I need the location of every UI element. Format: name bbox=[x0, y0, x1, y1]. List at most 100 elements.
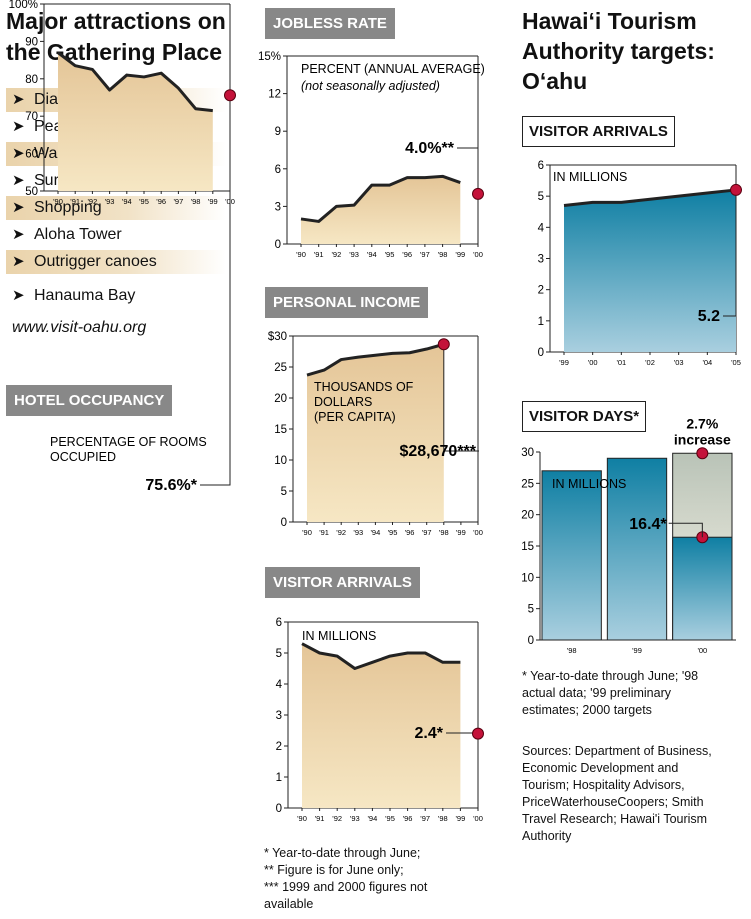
y-tick-label: 3 bbox=[275, 201, 281, 213]
x-tick-label: '99 bbox=[559, 358, 569, 367]
right-footnote-2: actual data; '99 preliminary bbox=[522, 686, 671, 700]
right-footnote-3: estimates; 2000 targets bbox=[522, 703, 652, 717]
y-tick-label: 0 bbox=[528, 635, 534, 647]
attraction-label: Waikīkī bbox=[34, 145, 86, 162]
x-tick-label: '98 bbox=[567, 646, 577, 655]
chart-title-jobless: JOBLESS RATE bbox=[265, 8, 395, 39]
callout-line bbox=[446, 732, 479, 734]
highlight-marker bbox=[472, 187, 484, 200]
arrow-bullet-icon: ➤ bbox=[12, 253, 25, 270]
y-tick-label: 5 bbox=[538, 191, 544, 203]
increase-label-2: increase bbox=[674, 431, 731, 447]
y-axis-label: PERCENTAGE OF ROOMS bbox=[50, 435, 207, 449]
x-tick-label: '00 bbox=[588, 358, 598, 367]
y-tick-label: 4 bbox=[538, 222, 545, 234]
x-tick-label: '99 bbox=[632, 646, 642, 655]
attraction-item: ➤ Pearl Harbor bbox=[6, 115, 226, 139]
series-line bbox=[300, 174, 461, 223]
attractions-title-line1: Major attractions on bbox=[6, 8, 226, 34]
highlight-label: 2.4* bbox=[415, 725, 444, 742]
x-tick-label: '95 bbox=[385, 814, 395, 823]
x-tick-label: '00 bbox=[225, 197, 235, 206]
attraction-item: ➤ Surfing bbox=[6, 169, 226, 193]
highlight-label: $28,670*** bbox=[399, 443, 476, 460]
arrow-bullet-icon: ➤ bbox=[12, 226, 25, 243]
y-tick-label: 6 bbox=[538, 160, 544, 172]
middle-footnote-2: ** Figure is for June only; bbox=[264, 863, 404, 877]
attraction-item: ➤ Hanauma Bay bbox=[6, 284, 226, 308]
x-tick-label: '92 bbox=[332, 250, 342, 259]
x-tick-label: '05 bbox=[731, 358, 741, 367]
y-axis-label: IN MILLIONS bbox=[553, 170, 627, 184]
highlight-label: 5.2 bbox=[698, 308, 720, 325]
y-tick-label: 20 bbox=[521, 510, 534, 522]
highlight-marker bbox=[696, 531, 709, 544]
y-axis-label: (PER CAPITA) bbox=[314, 410, 396, 424]
y-tick-label: $30 bbox=[268, 331, 287, 343]
x-tick-label: '99 bbox=[456, 814, 466, 823]
y-tick-label: 0 bbox=[276, 803, 282, 815]
chart-title-arrivals_target: VISITOR ARRIVALS bbox=[522, 116, 675, 147]
y-tick-label: 2 bbox=[538, 285, 544, 297]
hta-title-line1: Hawai‘i Tourism bbox=[522, 8, 697, 34]
y-tick-label: 0 bbox=[538, 347, 544, 359]
chart-title-arrivals_hist: VISITOR ARRIVALS bbox=[265, 567, 420, 598]
x-tick-label: '90 bbox=[296, 250, 306, 259]
right-footnote-1: * Year-to-date through June; '98 bbox=[522, 669, 699, 683]
x-tick-label: '98 bbox=[439, 528, 449, 537]
increase-label-1: 2.7% bbox=[686, 415, 718, 431]
x-tick-label: '92 bbox=[336, 528, 346, 537]
y-tick-label: 5 bbox=[528, 604, 534, 616]
x-tick-label: '01 bbox=[616, 358, 626, 367]
y-axis-sublabel: (not seasonally adjusted) bbox=[301, 79, 440, 93]
attraction-label: Aloha Tower bbox=[34, 226, 122, 243]
attraction-item: ➤ Shopping bbox=[6, 196, 226, 220]
attractions-title: Major attractions on the Gathering Place bbox=[6, 6, 226, 68]
highlight-marker bbox=[437, 338, 450, 351]
x-tick-label: '97 bbox=[420, 814, 430, 823]
y-tick-label: 6 bbox=[276, 617, 282, 629]
middle-footnote-3: *** 1999 and 2000 figures not bbox=[264, 880, 428, 894]
x-tick-label: '96 bbox=[403, 814, 413, 823]
x-tick-label: '00 bbox=[697, 646, 707, 655]
x-tick-label: '96 bbox=[402, 250, 412, 259]
area-fill bbox=[302, 643, 461, 808]
y-tick-label: 10 bbox=[274, 455, 287, 467]
y-tick-label: 25 bbox=[521, 478, 534, 490]
y-tick-label: 0 bbox=[275, 239, 281, 251]
hta-title-line3: O‘ahu bbox=[522, 68, 588, 94]
y-tick-label: 0 bbox=[281, 517, 287, 529]
x-tick-label: '97 bbox=[420, 250, 430, 259]
y-tick-label: 3 bbox=[538, 254, 544, 266]
area-fill bbox=[564, 189, 736, 352]
y-tick-label: 15 bbox=[521, 541, 534, 553]
attraction-item: ➤ Waikīkī bbox=[6, 142, 226, 166]
y-tick-label: 3 bbox=[276, 710, 282, 722]
bar bbox=[606, 457, 668, 641]
x-tick-label: '94 bbox=[371, 528, 381, 537]
sources-line-4: PriceWaterhouseCoopers; Smith bbox=[522, 795, 704, 809]
right-footnote: * Year-to-date through June; '98 actual … bbox=[522, 668, 748, 719]
chart-title-visitor_days: VISITOR DAYS* bbox=[522, 401, 647, 432]
middle-footnote-4: available bbox=[264, 897, 314, 911]
sources: Sources: Department of Business, Economi… bbox=[522, 743, 748, 845]
hta-title: Hawai‘i Tourism Authority targets: O‘ahu bbox=[522, 6, 715, 96]
attraction-item: ➤ Outrigger canoes bbox=[6, 250, 226, 274]
series-line bbox=[306, 342, 445, 377]
x-tick-label: '98 bbox=[438, 814, 448, 823]
callout-line bbox=[443, 344, 479, 452]
x-tick-label: '96 bbox=[405, 528, 415, 537]
x-tick-label: '91 bbox=[315, 814, 325, 823]
callout-line bbox=[668, 522, 703, 538]
x-tick-label: '90 bbox=[297, 814, 307, 823]
y-tick-label: 20 bbox=[274, 393, 287, 405]
area-fill bbox=[301, 176, 461, 244]
y-tick-label: 9 bbox=[275, 126, 281, 138]
highlight-label: 4.0%** bbox=[405, 140, 455, 157]
sources-line-3: Tourism; Hospitality Advisors, bbox=[522, 778, 685, 792]
y-axis-label: THOUSANDS OF bbox=[314, 380, 414, 394]
y-tick-label: 15 bbox=[274, 424, 287, 436]
attractions-title-line2: the Gathering Place bbox=[6, 39, 223, 65]
x-tick-label: '92 bbox=[332, 814, 342, 823]
y-axis-label: OCCUPIED bbox=[50, 450, 116, 464]
